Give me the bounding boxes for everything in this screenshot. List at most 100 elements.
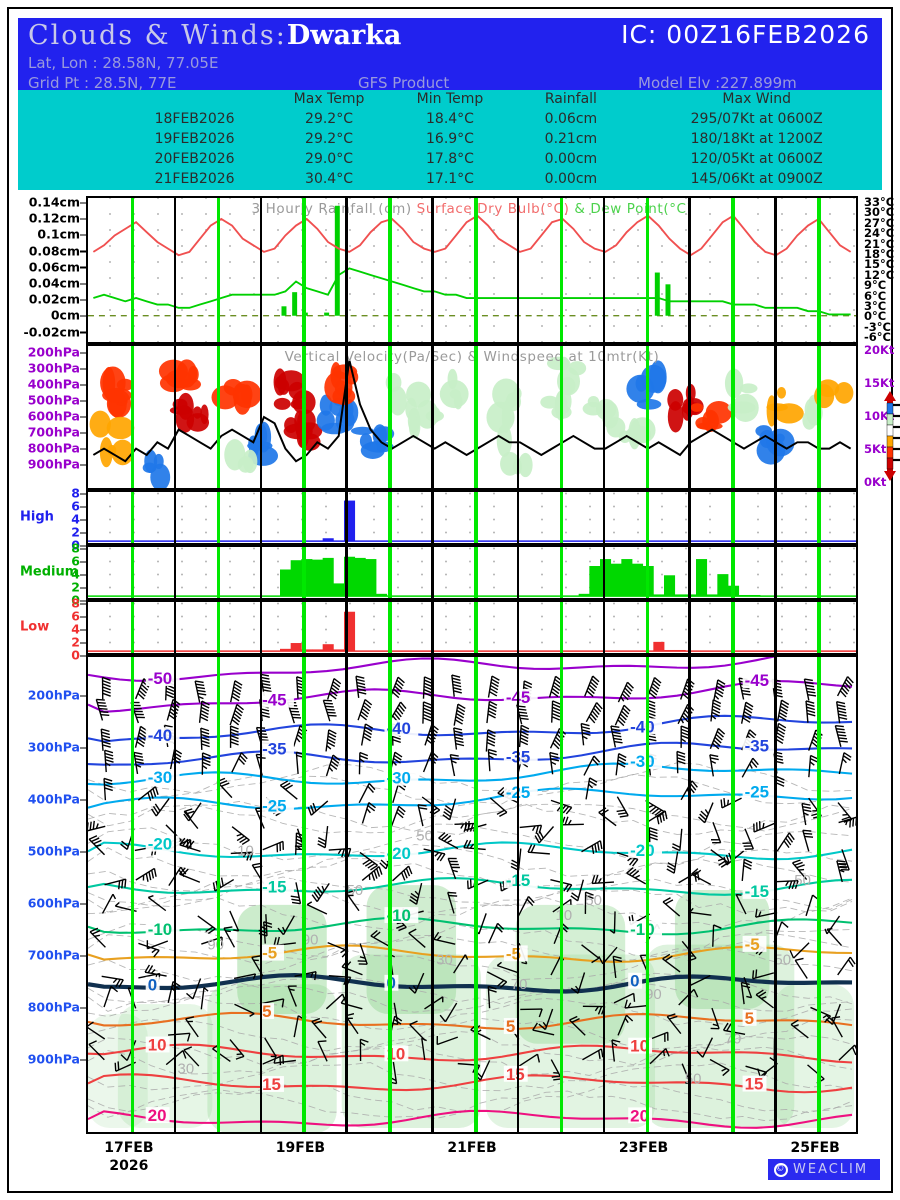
highlight-line [817,346,821,488]
wind-barb [200,727,210,750]
contour-label-bg [742,883,777,899]
wind-barb [741,858,753,882]
vv-axis-right: 20Kt 15Kt 10Kt 5Kt 0Kt [860,343,900,490]
temperature-contour-label: -35 [745,737,769,756]
highlight-line [559,198,564,342]
panel-high-cloud[interactable] [86,490,858,545]
cloud-bar [344,556,356,597]
wind-barb [194,680,207,703]
cloud-bar [344,500,356,542]
day-separator [774,547,777,598]
wind-barb [358,751,369,775]
contour-label-bg [260,944,284,961]
highlight-line [817,492,821,543]
wind-barb [179,867,201,883]
day-separator [774,346,777,488]
cloud-level-label: Medium [20,564,79,580]
highlight-line [388,492,392,543]
wind-barb [233,973,257,980]
axis-tick: 300hPa [28,361,86,376]
wind-barb [569,1015,586,1036]
wind-barb [662,897,681,917]
axis-tick: 0.04cm [29,276,86,291]
wind-barb [135,678,151,700]
temperature-contour-label: -15 [745,882,769,901]
wind-barb [838,752,852,775]
velocity-blob [319,394,333,416]
wind-barb [183,802,202,822]
x-axis-label: 19FEB [275,1140,326,1156]
daily-summary-table: Max Temp Min Temp Rainfall Max Wind 18FE… [18,90,882,190]
wind-barb [496,961,519,974]
axis-tick: 800hPa [28,1000,86,1015]
contour-label-bg [742,737,777,754]
table-header-row: Max Temp Min Temp Rainfall Max Wind [18,90,882,109]
wind-barb [88,835,106,856]
wind-barb [89,927,106,948]
highlight-line [216,346,221,488]
axis-tick: 2 [71,580,86,595]
humidity-contour [88,932,853,966]
highlight-line [559,346,564,488]
panel-vertical-velocity[interactable]: Vertical Velocity(Pa/Sec) & Windspeed at… [86,344,858,490]
axis-tick: 0.12cm [29,211,86,226]
wind-barb [201,752,211,775]
day-separator [173,492,177,543]
highlight-line [731,657,735,1132]
temperature-contour-label: 5 [262,1002,271,1021]
wind-barb [583,755,601,776]
panel-rainfall-temperature[interactable]: 3 Hourly Rainfall (cm) Surface Dry Bulb(… [86,196,858,344]
wind-barb [626,867,647,885]
wind-barb [325,729,337,752]
velocity-blob [500,451,520,476]
contour-label-bg [260,878,294,895]
temperature-contour [88,944,853,963]
wind-barb [648,826,658,850]
wind-barb [359,851,378,871]
velocity-blob [273,368,287,396]
velocity-blob [518,452,533,478]
temperature-contour-label: -30 [148,768,172,787]
axis-tick: 4 [71,512,86,527]
contour-label-bg [628,753,663,769]
highlight-line [302,492,306,543]
wind-barb [436,1035,459,1046]
contour-labels-layer: 105090301050907050307050505090-50-45-45-… [145,669,811,1125]
axis-tick: 600hPa [28,896,86,911]
contour-label-bg [145,670,180,686]
axis-tick: 700hPa [28,425,86,440]
panel-wind-barbs[interactable]: 105090301050907050307050505090-50-45-45-… [86,655,858,1134]
velocity-blob [667,388,684,411]
table-row: 21FEB2026 30.4°C 17.1°C 0.00cm 145/06Kt at 0… [18,169,882,189]
axis-tick: 0cm [51,308,86,323]
temperature-contour [88,876,853,896]
wind-barb [88,820,106,832]
wind-barb [487,748,497,772]
day-separator [173,547,177,598]
cloud-bar [333,649,345,652]
cloud-bar [610,563,622,597]
weaclim-logo: © WEACLIM [768,1159,880,1180]
cloud-level-label: Low [20,619,50,635]
cloud-bar [354,557,366,597]
cell-rainfall: 0.00cm [544,171,598,187]
day-separator [431,198,434,342]
highlight-line [645,198,650,342]
highlight-line [216,602,221,653]
highlight-line [388,198,392,342]
cloud-bar [322,538,334,542]
panel-medium-cloud[interactable] [86,545,858,600]
cloud-bar [290,643,302,652]
cell-max-wind: 120/05Kt at 0600Z [690,151,823,167]
highlight-line [474,492,478,543]
highlight-line [474,602,478,653]
temperature-contour-label: 20 [148,1106,167,1125]
contour-label-bg [145,835,180,852]
wind-barb [409,882,423,905]
cloud-bar [376,593,388,597]
panel-low-cloud[interactable] [86,600,858,655]
highlight-line [817,602,821,653]
contour-label-bg [503,688,538,705]
day-separator [516,657,520,1132]
high-cloud-plot [88,500,856,542]
